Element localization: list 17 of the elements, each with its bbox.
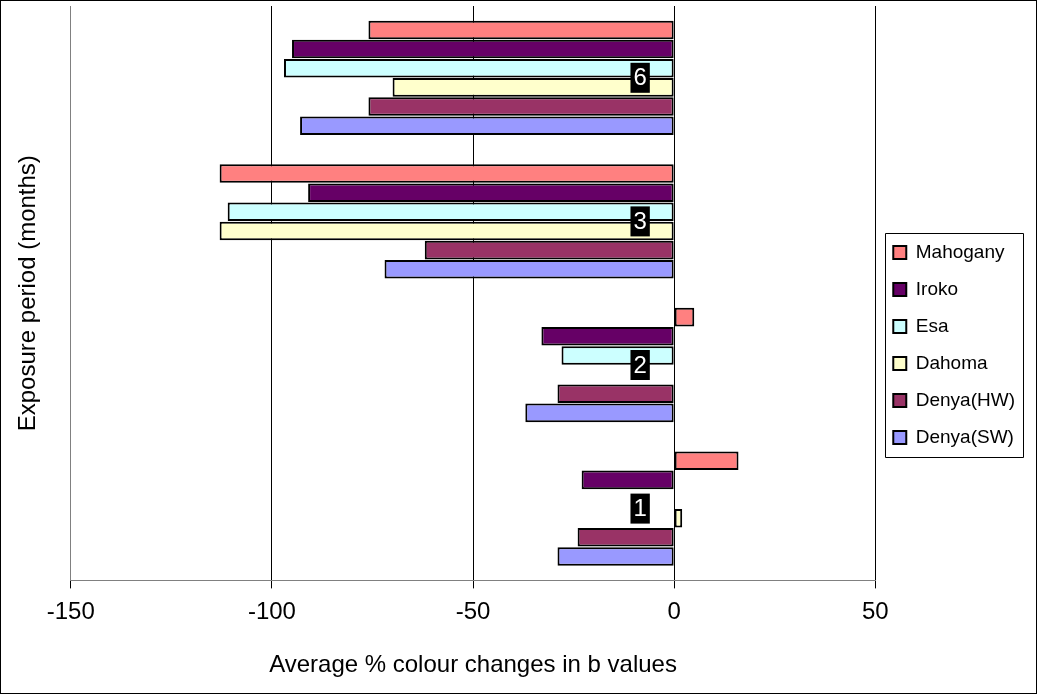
legend-label: Dahoma [915,351,989,373]
legend-label: Denya(SW) [915,425,1014,447]
x-tick-label: -50 [455,597,491,625]
legend-label: Iroko [915,277,959,299]
y-tick-label: 6 [633,63,647,91]
x-tick-label: 50 [861,597,889,625]
x-tick-label: -150 [46,597,95,625]
y-tick-label: 3 [633,207,647,235]
x-axis-title: Average % colour changes in b values [269,650,677,678]
legend-label: Denya(HW) [915,388,1015,410]
y-tick-label: 1 [633,494,647,522]
x-tick-label: 0 [667,597,681,625]
x-tick-label: -100 [247,597,296,625]
legend-label: Mahogany [915,240,1005,262]
y-axis-title: Exposure period (months) [13,155,41,432]
legend-label: Esa [915,314,949,336]
y-tick-label: 2 [633,350,647,378]
